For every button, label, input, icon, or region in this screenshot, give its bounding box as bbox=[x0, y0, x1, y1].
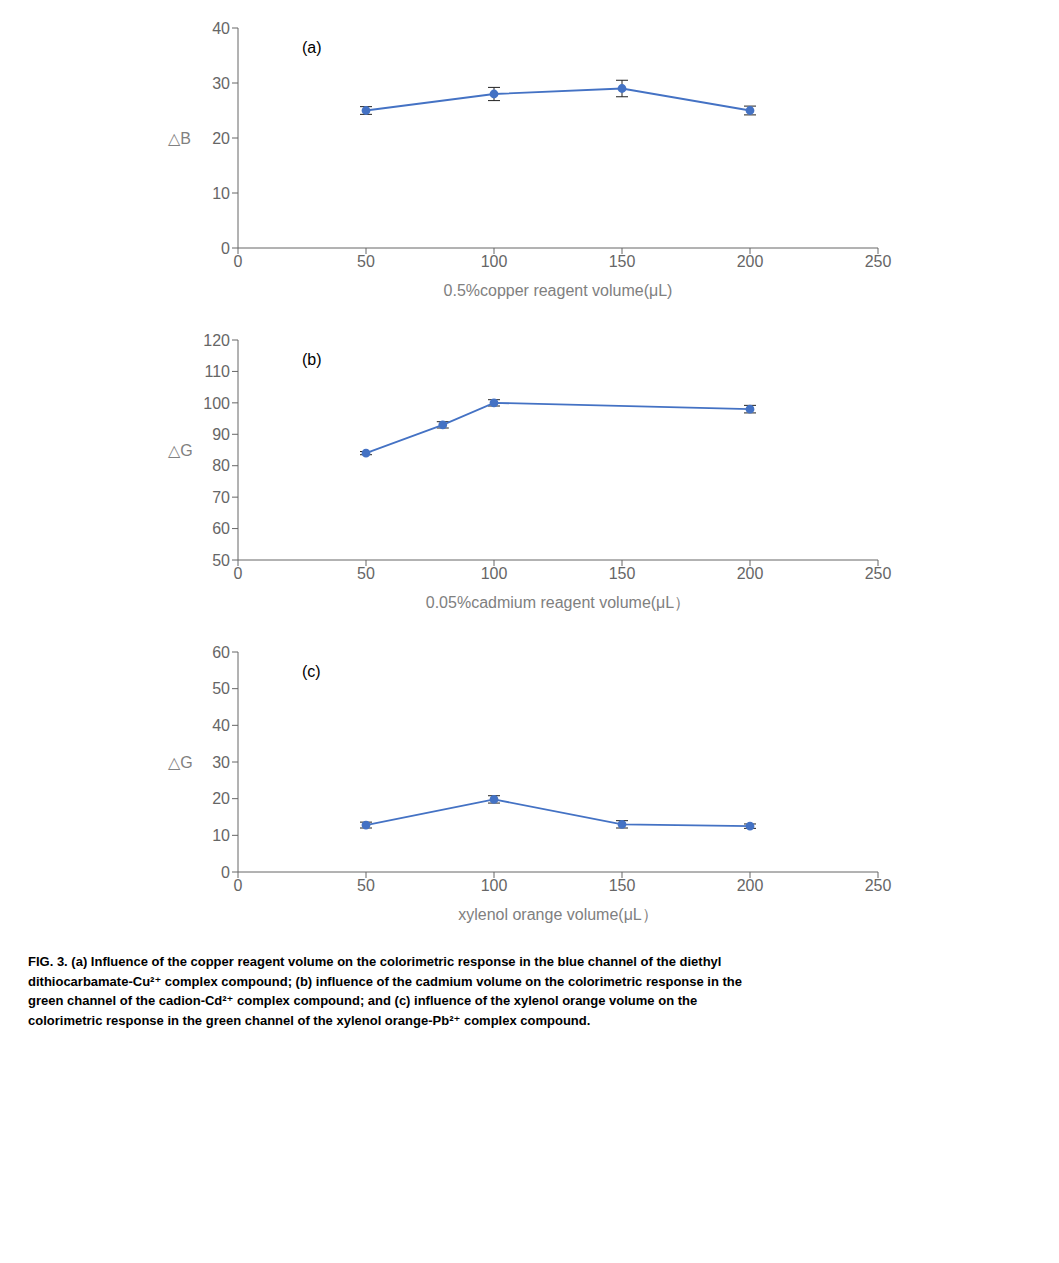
svg-text:60: 60 bbox=[212, 644, 230, 661]
html-text:(b): (b) bbox=[302, 351, 322, 368]
svg-text:50: 50 bbox=[212, 680, 230, 697]
svg-text:20: 20 bbox=[212, 790, 230, 807]
svg-text:0: 0 bbox=[221, 240, 230, 257]
svg-text:250: 250 bbox=[865, 253, 892, 270]
svg-text:0: 0 bbox=[234, 565, 243, 582]
svg-text:40: 40 bbox=[212, 717, 230, 734]
svg-text:0.05%cadmium reagent volume(μL: 0.05%cadmium reagent volume(μL） bbox=[426, 594, 690, 611]
svg-text:△G: △G bbox=[168, 442, 193, 459]
svg-text:40: 40 bbox=[212, 20, 230, 37]
svg-text:60: 60 bbox=[212, 520, 230, 537]
svg-text:70: 70 bbox=[212, 489, 230, 506]
svg-text:10: 10 bbox=[212, 185, 230, 202]
html-text:(c): (c) bbox=[302, 663, 321, 680]
svg-text:0: 0 bbox=[221, 864, 230, 881]
svg-text:150: 150 bbox=[609, 877, 636, 894]
svg-text:150: 150 bbox=[609, 565, 636, 582]
svg-text:100: 100 bbox=[481, 565, 508, 582]
svg-text:50: 50 bbox=[357, 253, 375, 270]
svg-text:90: 90 bbox=[212, 426, 230, 443]
html-text:(a): (a) bbox=[302, 39, 322, 56]
html-text:FIG. 3. (a) Influence of the c: FIG. 3. (a) Influence of the copper reag… bbox=[28, 954, 742, 1028]
svg-text:200: 200 bbox=[737, 877, 764, 894]
svg-text:0: 0 bbox=[234, 877, 243, 894]
svg-text:△G: △G bbox=[168, 754, 193, 771]
svg-text:200: 200 bbox=[737, 253, 764, 270]
svg-text:100: 100 bbox=[481, 253, 508, 270]
svg-text:80: 80 bbox=[212, 457, 230, 474]
svg-text:250: 250 bbox=[865, 565, 892, 582]
svg-text:50: 50 bbox=[357, 565, 375, 582]
svg-text:10: 10 bbox=[212, 827, 230, 844]
svg-text:150: 150 bbox=[609, 253, 636, 270]
svg-text:100: 100 bbox=[481, 877, 508, 894]
svg-text:20: 20 bbox=[212, 130, 230, 147]
svg-text:0: 0 bbox=[234, 253, 243, 270]
svg-text:50: 50 bbox=[212, 552, 230, 569]
svg-text:110: 110 bbox=[204, 363, 230, 380]
svg-text:△B: △B bbox=[168, 130, 191, 147]
svg-text:30: 30 bbox=[212, 75, 230, 92]
svg-text:50: 50 bbox=[357, 877, 375, 894]
svg-text:30: 30 bbox=[212, 754, 230, 771]
svg-text:250: 250 bbox=[865, 877, 892, 894]
svg-text:0.5%copper reagent volume(μL): 0.5%copper reagent volume(μL) bbox=[444, 282, 673, 299]
svg-text:xylenol orange volume(μL）: xylenol orange volume(μL） bbox=[458, 906, 658, 923]
svg-text:200: 200 bbox=[737, 565, 764, 582]
svg-text:100: 100 bbox=[203, 395, 230, 412]
svg-text:120: 120 bbox=[203, 332, 230, 349]
